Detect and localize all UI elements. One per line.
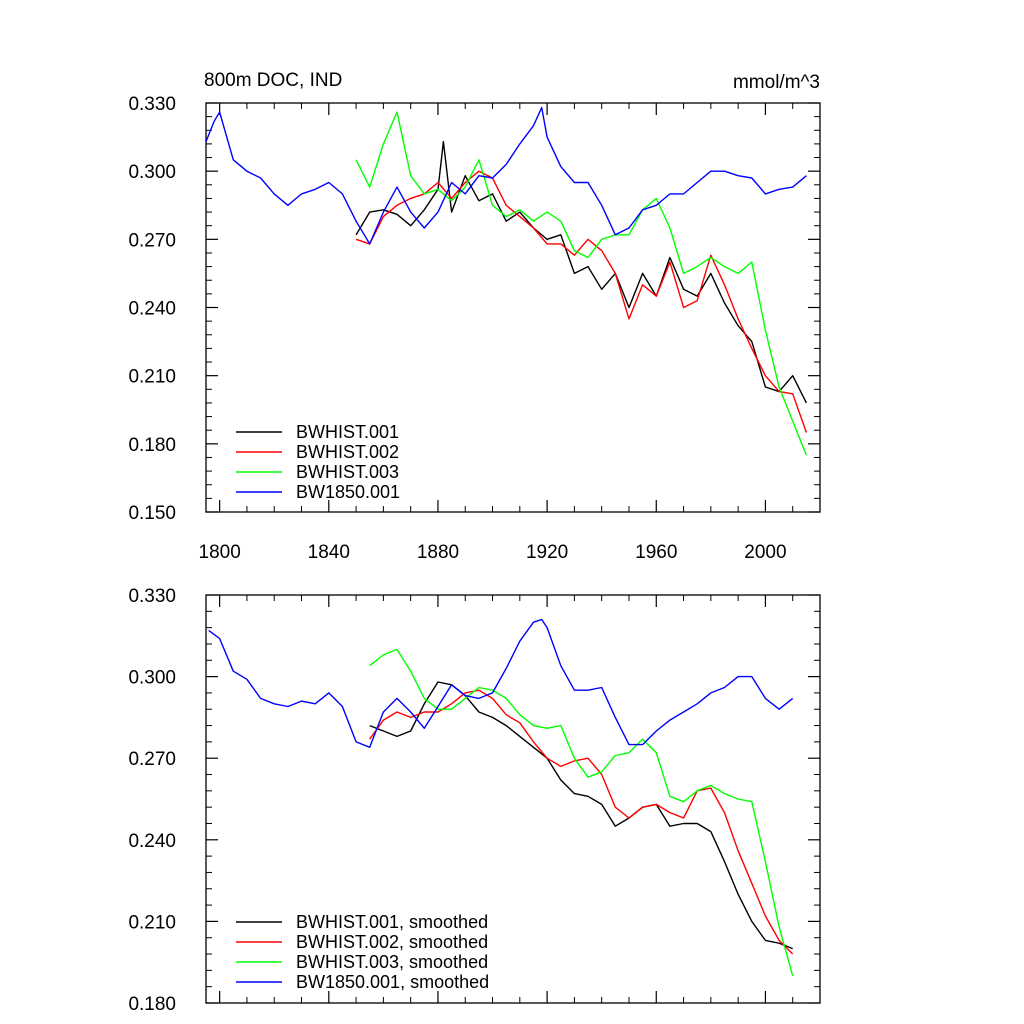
- legend-entry: BW1850.001, smoothed: [296, 972, 489, 992]
- y-tick-label: 0.270: [128, 749, 176, 770]
- y-tick-label: 0.300: [128, 668, 176, 689]
- y-tick-label: 0.210: [128, 912, 176, 933]
- chart-title: 800m DOC, IND: [204, 70, 342, 91]
- y-tick-label: 0.210: [128, 367, 176, 388]
- x-tick-label: 1800: [199, 542, 241, 563]
- y-tick-label: 0.150: [128, 503, 176, 524]
- legend-entry: BWHIST.002: [296, 442, 399, 462]
- y-tick-label: 0.330: [128, 94, 176, 115]
- plot-frame: [205, 594, 821, 1004]
- legend-entry: BWHIST.001: [296, 422, 399, 442]
- top-panel: 0.150 0.180 0.210 0.240 0.270 0.300 0.330 1800 1…: [128, 70, 821, 563]
- series-line-bwhist-001-smoothed: [369, 681, 793, 950]
- y-tick-label: 0.300: [128, 162, 176, 183]
- x-tick-label: 1840: [308, 542, 350, 563]
- legend-entry: BWHIST.001, smoothed: [296, 912, 488, 932]
- series-line-bwhist-002: [355, 170, 808, 433]
- series-line-bwhist-002-smoothed: [369, 689, 794, 955]
- series-line-bw1850-001-smoothed: [208, 618, 794, 748]
- x-tick-label: 2000: [744, 542, 786, 563]
- series-line-bwhist-003: [355, 111, 808, 456]
- legend-entry: BWHIST.002, smoothed: [296, 932, 488, 952]
- legend-entry: BWHIST.003, smoothed: [296, 952, 488, 972]
- y-tick-label: 0.180: [128, 435, 176, 456]
- x-tick-label: 1920: [526, 542, 568, 563]
- y-tick-label: 0.240: [128, 831, 176, 852]
- x-tick-label: 1960: [635, 542, 677, 563]
- bottom-panel: 0.180 0.210 0.240 0.270 0.300 0.330 BWHIST.001…: [128, 586, 821, 1015]
- units-label: mmol/m^3: [733, 72, 820, 93]
- y-tick-label: 0.330: [128, 586, 176, 607]
- y-tick-label: 0.180: [128, 994, 176, 1015]
- x-tick-label: 1880: [417, 542, 459, 563]
- y-tick-label: 0.240: [128, 299, 176, 320]
- legend-entry: BW1850.001: [296, 482, 400, 502]
- legend-entry: BWHIST.003: [296, 462, 399, 482]
- series-line-bw1850-001: [206, 106, 807, 245]
- series-line-bwhist-001: [355, 140, 808, 404]
- y-tick-label: 0.270: [128, 230, 176, 251]
- series-line-bwhist-003-smoothed: [369, 648, 794, 976]
